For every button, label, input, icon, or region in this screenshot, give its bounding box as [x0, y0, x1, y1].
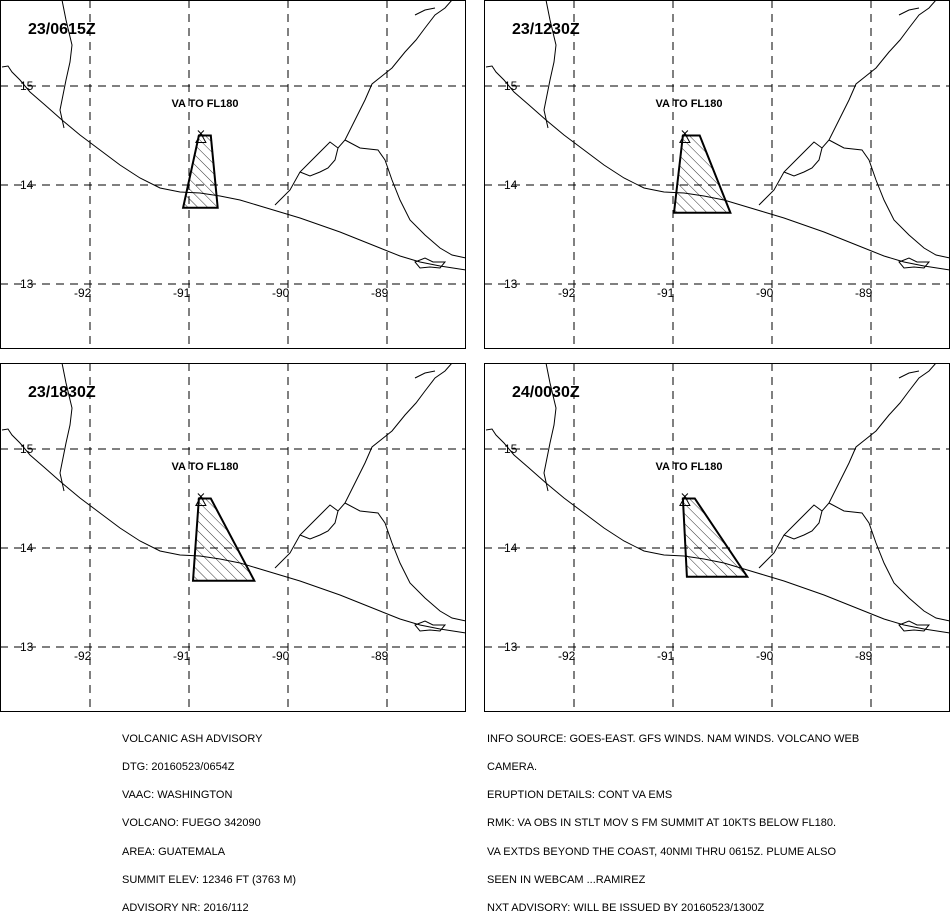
- forecast-time-label: 23/1230Z: [512, 21, 580, 38]
- latitude-label: 15: [20, 442, 34, 456]
- remarks: RMK: VA OBS IN STLT MOV S FM SUMMIT AT 1…: [487, 817, 837, 830]
- border-line: [344, 502, 466, 622]
- latitude-label: 15: [504, 79, 518, 93]
- longitude-label: -91: [657, 649, 675, 663]
- latitude-label: 13: [504, 640, 518, 654]
- map-frame: [484, 0, 950, 349]
- info-source-cont: CAMERA.: [487, 761, 538, 774]
- coastline: [485, 428, 950, 634]
- longitude-label: -91: [173, 286, 191, 300]
- map-frame: [0, 363, 466, 712]
- latitude-label: 13: [504, 277, 518, 291]
- map-svg: 23/1830Z VA TO FL180 15 14 13 -92 -91 -90 -89: [0, 363, 466, 712]
- ash-level-label: VA TO FL180: [171, 98, 238, 110]
- border-line: [758, 363, 937, 569]
- map-svg: 23/1230Z VA TO FL180 15 14 13 -92 -91 -90 -89: [484, 0, 950, 349]
- advisory-info-right: INFO SOURCE: GOES-EAST. GFS WINDS. NAM W…: [487, 716, 859, 923]
- advisory-area: AREA: GUATEMALA: [122, 845, 226, 858]
- volcano-triangle-icon: [679, 493, 691, 506]
- latitude-label: 15: [20, 79, 34, 93]
- volcano-triangle-icon: [195, 130, 207, 143]
- latitude-label: 14: [504, 178, 518, 192]
- ash-cloud-polygon: [681, 497, 750, 578]
- latitude-label: 15: [504, 442, 518, 456]
- advisory-header: VOLCANIC ASH ADVISORY: [122, 732, 263, 745]
- border-line: [543, 363, 557, 492]
- remarks-cont-2: SEEN IN WEBCAM ...RAMIREZ: [487, 873, 646, 886]
- forecast-time-label: 24/0030Z: [512, 384, 580, 401]
- border-line: [274, 363, 453, 569]
- latitude-label: 13: [20, 277, 34, 291]
- map-panel-3: 23/1830Z VA TO FL180 15 14 13 -92 -91 -90 -89: [0, 363, 466, 712]
- longitude-label: -90: [756, 649, 774, 663]
- longitude-label: -89: [855, 286, 873, 300]
- border-line: [59, 0, 73, 129]
- map-panel-2: 23/1230Z VA TO FL180 15 14 13 -92 -91 -90 -89: [484, 0, 950, 349]
- border-line: [344, 139, 466, 259]
- border-line: [783, 510, 823, 540]
- longitude-label: -89: [371, 649, 389, 663]
- volcano-triangle-icon: [679, 130, 691, 143]
- longitude-label: -90: [272, 649, 290, 663]
- longitude-label: -92: [74, 286, 92, 300]
- ash-cloud-polygon: [672, 134, 732, 214]
- forecast-time-label: 23/1830Z: [28, 384, 96, 401]
- longitude-label: -91: [657, 286, 675, 300]
- border-line: [828, 139, 950, 259]
- advisory-info-left: VOLCANIC ASH ADVISORY DTG: 20160523/0654…: [122, 716, 296, 923]
- border-line: [299, 147, 339, 177]
- longitude-label: -92: [558, 286, 576, 300]
- lake: [414, 620, 447, 632]
- advisory-volcano: VOLCANO: FUEGO 342090: [122, 817, 261, 830]
- ash-level-label: VA TO FL180: [171, 461, 238, 473]
- longitude-label: -90: [272, 286, 290, 300]
- eruption-details: ERUPTION DETAILS: CONT VA EMS: [487, 789, 673, 802]
- ash-cloud-polygon: [191, 497, 256, 582]
- border-line: [59, 363, 73, 492]
- advisory-dtg: DTG: 20160523/0654Z: [122, 761, 235, 774]
- ash-level-label: VA TO FL180: [655, 461, 722, 473]
- longitude-label: -91: [173, 649, 191, 663]
- advisory-summit-elev: SUMMIT ELEV: 12346 FT (3763 M): [122, 873, 297, 886]
- border-line: [299, 510, 339, 540]
- ash-level-label: VA TO FL180: [655, 98, 722, 110]
- map-svg: 24/0030Z VA TO FL180 15 14 13 -92 -91 -90 -89: [484, 363, 950, 712]
- border-line: [274, 0, 453, 206]
- info-source: INFO SOURCE: GOES-EAST. GFS WINDS. NAM W…: [487, 732, 860, 745]
- latitude-label: 14: [504, 541, 518, 555]
- river: [414, 370, 436, 379]
- lake: [414, 257, 447, 269]
- map-panel-4: 24/0030Z VA TO FL180 15 14 13 -92 -91 -90 -89: [484, 363, 950, 712]
- latitude-label: 14: [20, 178, 34, 192]
- advisory-nr: ADVISORY NR: 2016/112: [122, 902, 249, 915]
- longitude-label: -92: [74, 649, 92, 663]
- longitude-label: -89: [855, 649, 873, 663]
- border-line: [828, 502, 950, 622]
- latitude-label: 13: [20, 640, 34, 654]
- longitude-label: -92: [558, 649, 576, 663]
- lake: [898, 257, 931, 269]
- volcano-triangle-icon: [195, 493, 207, 506]
- latitude-label: 14: [20, 541, 34, 555]
- forecast-time-label: 23/0615Z: [28, 21, 96, 38]
- longitude-label: -90: [756, 286, 774, 300]
- border-line: [783, 147, 823, 177]
- map-panel-1: 23/0615Z VA TO FL180 15 14 13 -92 -91 -90 -89: [0, 0, 466, 349]
- ash-cloud-polygon: [181, 134, 219, 209]
- river: [414, 7, 436, 16]
- map-svg: 23/0615Z VA TO FL180 15 14 13 -92 -91 -90 -89: [0, 0, 466, 349]
- next-advisory: NXT ADVISORY: WILL BE ISSUED BY 20160523…: [487, 902, 765, 915]
- map-frame: [0, 0, 466, 349]
- remarks-cont: VA EXTDS BEYOND THE COAST, 40NMI THRU 06…: [487, 845, 837, 858]
- border-line: [758, 0, 937, 206]
- river: [898, 7, 920, 16]
- border-line: [543, 0, 557, 129]
- river: [898, 370, 920, 379]
- advisory-vaac: VAAC: WASHINGTON: [122, 789, 233, 802]
- lake: [898, 620, 931, 632]
- longitude-label: -89: [371, 286, 389, 300]
